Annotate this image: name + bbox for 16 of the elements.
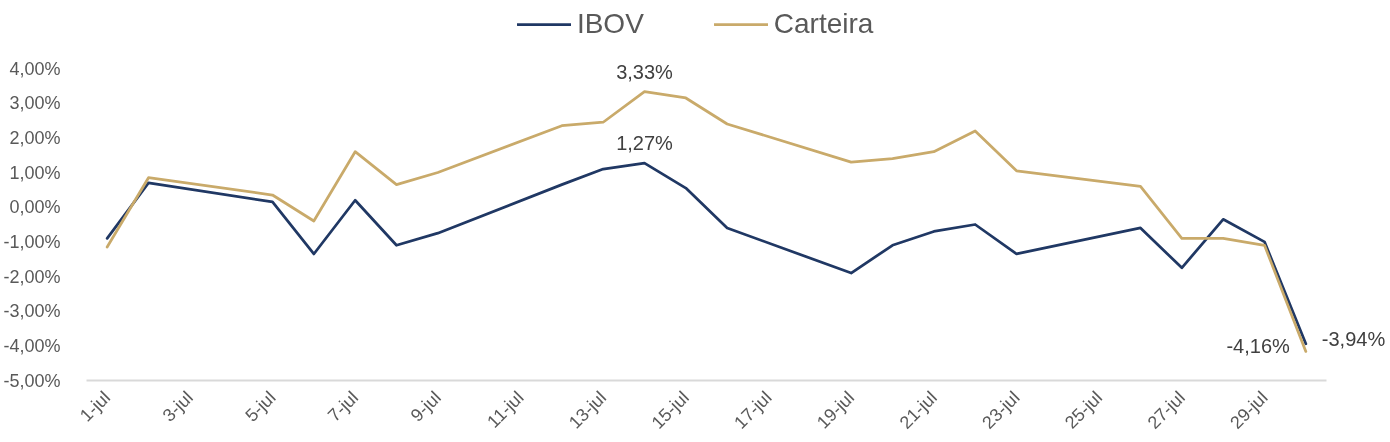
legend-label: IBOV <box>576 8 644 40</box>
y-tick-label: -2,00% <box>3 266 61 287</box>
y-tick-label: 2,00% <box>9 127 61 148</box>
y-tick-label: 0,00% <box>9 197 61 218</box>
data-label: 1,27% <box>616 132 674 155</box>
y-tick-label: 3,00% <box>9 93 61 114</box>
y-tick-label: 4,00% <box>9 58 61 79</box>
y-tick-label: 1,00% <box>9 162 61 183</box>
data-label: -3,94% <box>1321 327 1386 350</box>
y-tick-label: -3,00% <box>3 301 61 322</box>
legend-label: Carteira <box>773 8 874 40</box>
y-tick-label: -1,00% <box>3 231 61 252</box>
data-label: -4,16% <box>1226 335 1291 358</box>
data-label: 3,33% <box>616 60 674 83</box>
y-tick-label: -4,00% <box>3 335 61 356</box>
y-tick-label: -5,00% <box>3 370 61 391</box>
